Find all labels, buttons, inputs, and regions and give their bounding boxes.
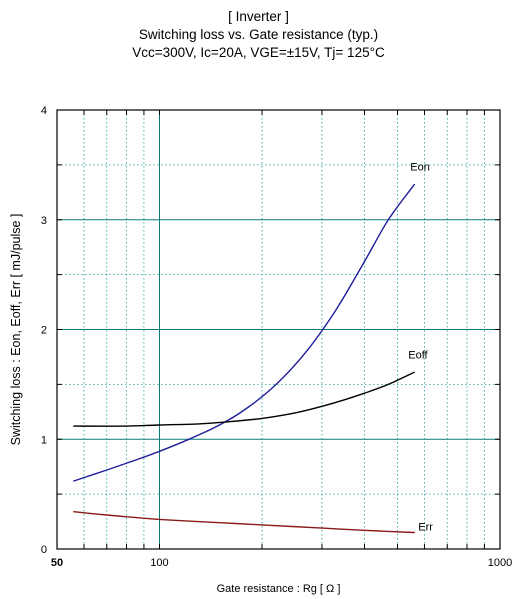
series-label-eon: Eon — [410, 162, 430, 174]
chart-title-line1: [ Inverter ] — [228, 9, 289, 24]
series-label-err: Err — [418, 522, 433, 534]
x-axis-title: Gate resistance : Rg [ Ω ] — [217, 583, 341, 595]
y-tick-label: 4 — [41, 105, 47, 117]
y-tick-label: 3 — [41, 215, 47, 227]
series-line-eoff — [73, 371, 415, 427]
chart-subtitle: Vcc=300V, Ic=20A, VGE=±15V, Tj= 125°C — [132, 45, 385, 60]
y-axis-title: Switching loss : Eon, Eoff, Err [ mJ/pul… — [9, 214, 23, 446]
x-tick-label: 50 — [51, 557, 63, 569]
x-tick-label: 1000 — [488, 557, 512, 569]
series-line-err — [73, 511, 415, 534]
x-tick-label: 100 — [150, 557, 168, 569]
y-tick-label: 0 — [41, 544, 47, 556]
series-label-eoff: Eoff — [408, 349, 428, 361]
chart-title-line2: Switching loss vs. Gate resistance (typ.… — [138, 27, 379, 42]
y-tick-label: 2 — [41, 325, 47, 337]
series-line-eon — [73, 183, 415, 482]
chart-title-block: [ Inverter ] Switching loss vs. Gate res… — [0, 8, 517, 62]
y-tick-label: 1 — [41, 434, 47, 446]
